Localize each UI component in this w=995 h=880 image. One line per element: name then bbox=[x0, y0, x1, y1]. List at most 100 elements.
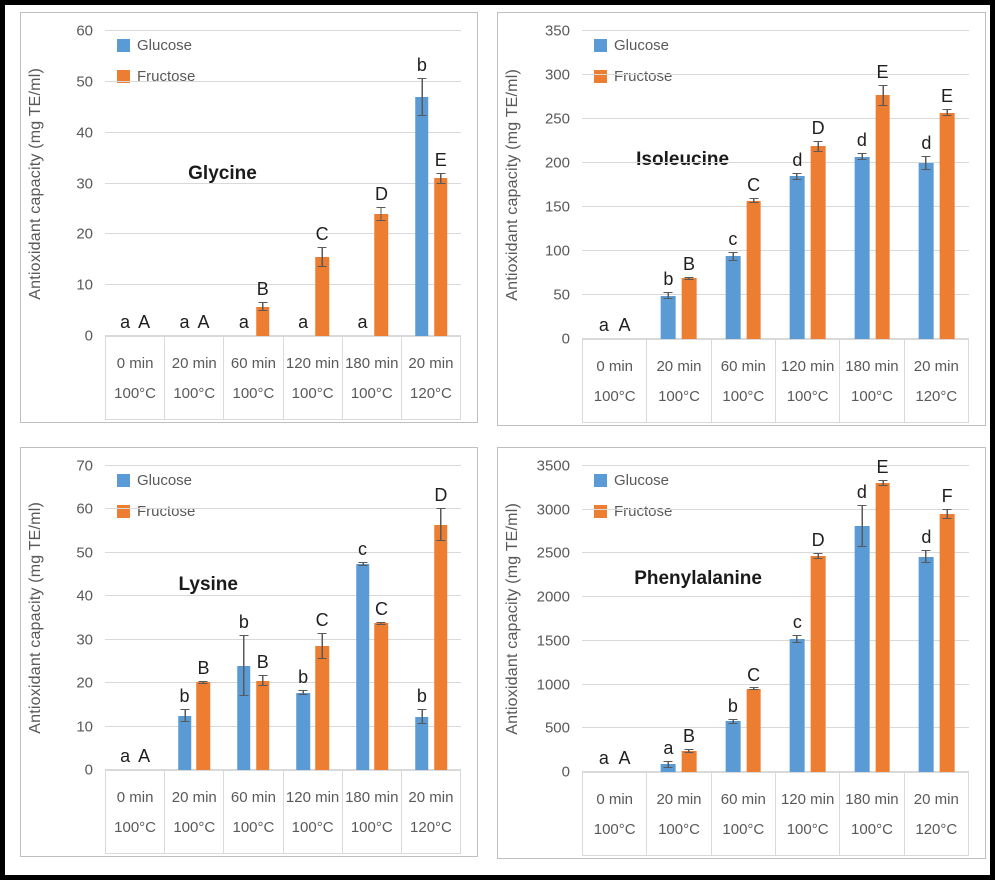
gridline bbox=[105, 595, 461, 597]
x-category-temperature: 100°C bbox=[114, 384, 157, 402]
y-tick-label: 20 bbox=[76, 674, 93, 692]
significance-letter: b bbox=[663, 269, 674, 290]
x-category-temperature: 100°C bbox=[593, 820, 636, 838]
y-tick-label: 200 bbox=[544, 154, 570, 172]
y-tick-label: 500 bbox=[544, 719, 570, 737]
significance-letter: d bbox=[921, 526, 932, 547]
gridline bbox=[582, 338, 969, 339]
x-category-time: 120 min bbox=[780, 357, 835, 375]
chart-panel-isoleucine: Antioxidant capacity (mg TE/ml) 0 50 100 15… bbox=[497, 12, 986, 426]
y-tick-label: 30 bbox=[76, 175, 93, 192]
fructose-legend-swatch bbox=[594, 70, 607, 83]
bar-glucose bbox=[415, 97, 429, 336]
y-axis-title: Antioxidant capacity (mg TE/ml) bbox=[500, 466, 526, 772]
x-category-time: 60 min bbox=[230, 354, 276, 372]
x-category-temperature: 100°C bbox=[232, 818, 275, 836]
x-category-temperature: 100°C bbox=[593, 387, 636, 405]
chart-panel-lysine: Antioxidant capacity (mg TE/ml) 0 10 20 30 4… bbox=[20, 447, 478, 857]
y-tick-label: 10 bbox=[76, 718, 93, 736]
y-axis-ticks: 0 10 20 30 40 50 60 bbox=[49, 23, 101, 345]
significance-letter: F bbox=[941, 485, 953, 506]
error-bar bbox=[878, 480, 888, 486]
gridline bbox=[105, 30, 461, 31]
error-bar bbox=[663, 760, 673, 768]
x-category-cell: 0 min 100°C bbox=[583, 340, 646, 422]
significance-letter: E bbox=[876, 61, 889, 82]
significance-letter: B bbox=[197, 657, 210, 678]
y-tick-label: 350 bbox=[544, 22, 570, 40]
x-category-time: 0 min bbox=[116, 354, 154, 372]
y-axis-title: Antioxidant capacity (mg TE/ml) bbox=[23, 466, 49, 770]
bar-glucose bbox=[725, 721, 741, 772]
legend-label: Fructose bbox=[614, 503, 673, 520]
glucose-legend-swatch bbox=[594, 39, 607, 52]
x-category-cell: 180 min 100°C bbox=[341, 771, 401, 853]
x-category-cell: 120 min 100°C bbox=[282, 337, 342, 419]
bar-glucose bbox=[919, 163, 934, 339]
gridline bbox=[105, 508, 461, 510]
significance-letter: d bbox=[792, 149, 803, 170]
legend-item-fructose: Fructose bbox=[594, 503, 672, 520]
chart-title: Glycine bbox=[188, 163, 257, 185]
significance-letter: a bbox=[120, 312, 131, 332]
legend-item-fructose: Fructose bbox=[117, 503, 195, 520]
x-category-cell: 0 min 100°C bbox=[583, 773, 646, 855]
error-bar bbox=[663, 292, 673, 300]
error-bar bbox=[878, 84, 888, 106]
legend-item-glucose: Glucose bbox=[594, 472, 672, 489]
legend-label: Glucose bbox=[137, 472, 193, 489]
significance-letter: b bbox=[416, 55, 427, 76]
chart-title: Lysine bbox=[178, 573, 238, 595]
significance-letter: a bbox=[120, 746, 131, 766]
gridline bbox=[105, 233, 461, 235]
gridline bbox=[582, 206, 969, 207]
y-tick-label: 0 bbox=[84, 327, 93, 345]
significance-letter: c bbox=[358, 538, 367, 559]
x-category-time: 120 min bbox=[285, 788, 340, 806]
y-tick-label: 0 bbox=[561, 763, 570, 781]
bar-fructose bbox=[434, 178, 448, 336]
bar-glucose bbox=[854, 526, 870, 772]
y-tick-label: 60 bbox=[76, 500, 93, 518]
legend-label: Glucose bbox=[614, 37, 670, 54]
gridline bbox=[105, 80, 461, 82]
chart-panel-phenylalanine: Antioxidant capacity (mg TE/ml) 0 500 1000… bbox=[497, 447, 986, 859]
bar-fructose bbox=[681, 278, 697, 339]
plot-area: Glucose Fructose Isoleucine a b c d d d A B C D E E bbox=[582, 30, 969, 339]
significance-letter: b bbox=[416, 685, 427, 706]
legend: Glucose Fructose bbox=[117, 37, 195, 85]
x-category-cell: 120 min 100°C bbox=[282, 771, 342, 853]
significance-letter: A bbox=[618, 748, 631, 768]
error-bar bbox=[942, 508, 952, 520]
y-tick-label: 0 bbox=[561, 330, 570, 348]
error-bar bbox=[942, 109, 952, 117]
bar-fructose bbox=[315, 646, 329, 770]
significance-letter: a bbox=[357, 312, 368, 332]
y-tick-label: 40 bbox=[76, 587, 93, 605]
y-tick-label: 2000 bbox=[536, 588, 570, 606]
y-tick-label: 40 bbox=[76, 124, 93, 142]
bar-fructose bbox=[746, 688, 761, 772]
x-category-time: 20 min bbox=[913, 790, 959, 808]
error-bar bbox=[684, 276, 694, 280]
bar-fructose bbox=[746, 200, 761, 339]
significance-letter: C bbox=[374, 598, 388, 619]
legend-item-glucose: Glucose bbox=[117, 472, 195, 489]
error-bar bbox=[376, 621, 386, 625]
significance-letter: b bbox=[298, 667, 309, 688]
x-category-cell: 60 min 100°C bbox=[710, 340, 775, 422]
significance-letter: a bbox=[598, 748, 609, 768]
y-tick-label: 2500 bbox=[536, 544, 570, 562]
error-bar bbox=[258, 675, 268, 686]
significance-letter: A bbox=[138, 746, 151, 766]
x-category-cell: 20 min 100°C bbox=[164, 771, 223, 853]
x-category-temperature: 100°C bbox=[350, 818, 393, 836]
significance-letter: A bbox=[138, 312, 151, 332]
x-category-temperature: 100°C bbox=[291, 384, 334, 402]
bar-glucose bbox=[415, 716, 429, 770]
fructose-legend-swatch bbox=[117, 505, 130, 518]
legend-item-fructose: Fructose bbox=[117, 68, 195, 85]
y-tick-label: 250 bbox=[544, 110, 570, 128]
x-category-cell: 20 min 120°C bbox=[903, 773, 968, 855]
